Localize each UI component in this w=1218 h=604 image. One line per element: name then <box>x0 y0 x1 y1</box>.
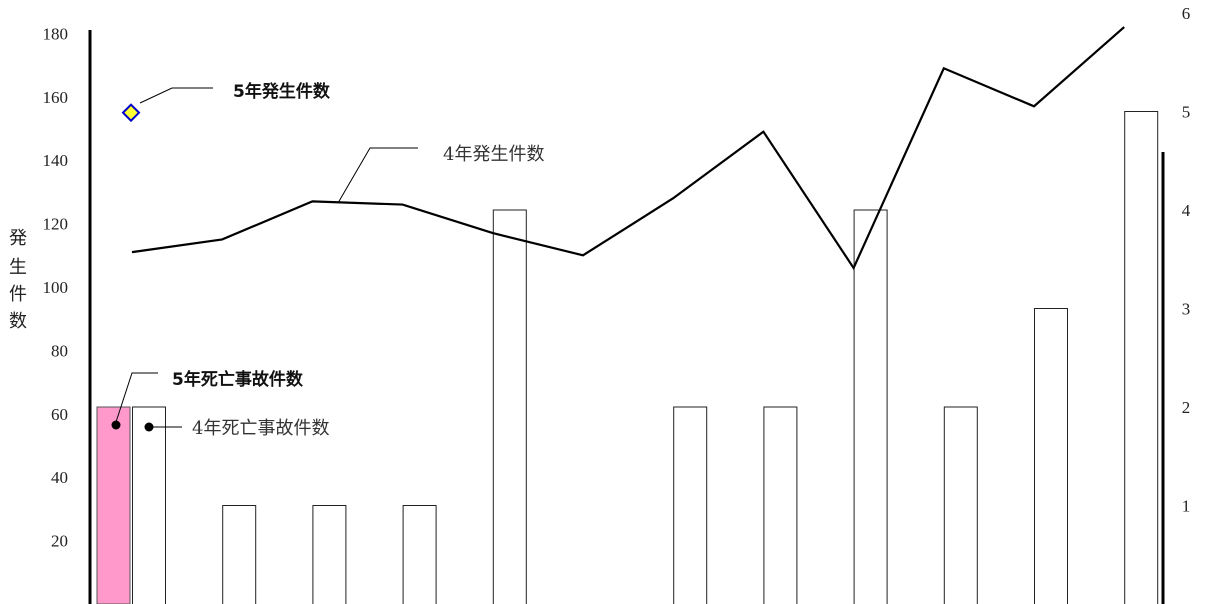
y-axis-label-char-4: 数 <box>9 311 27 332</box>
annotation-label-5year-fatal: 5年死亡事故件数 <box>172 369 304 390</box>
leader-line-5year-fatal <box>115 372 158 423</box>
bar-4year-fatal <box>943 406 978 604</box>
line-4year-occurrences <box>131 26 1125 271</box>
annotation-label-4year-fatal: 4年死亡事故件数 <box>192 418 329 439</box>
annotation-4year-occurrences: 4年発生件数 <box>337 144 544 204</box>
annotation-5year-fatal: 5年死亡事故件数 <box>111 369 304 430</box>
marker-dot-5year-fatal <box>111 420 121 430</box>
bar-4year-fatal <box>763 406 798 604</box>
bar-4year-fatal <box>222 505 257 604</box>
bar-4year-fatal <box>402 505 437 604</box>
left-tick-label: 140 <box>43 151 69 170</box>
annotation-label-4year-occurrences: 4年発生件数 <box>443 144 544 165</box>
annotation-5year-occurrences: 5年発生件数 <box>139 81 331 104</box>
annotation-4year-fatal: 4年死亡事故件数 <box>144 418 329 439</box>
y-axis-label-char-3: 件 <box>9 284 27 305</box>
right-tick-label: 3 <box>1182 300 1191 319</box>
left-axis-ticks: 20 40 60 80 100 120 140 160 180 <box>43 24 69 550</box>
left-tick-label: 80 <box>51 341 68 360</box>
left-tick-label: 180 <box>43 24 69 43</box>
left-tick-label: 40 <box>51 468 68 487</box>
y-axis-label-char-1: 発 <box>9 228 27 249</box>
right-tick-label: 5 <box>1182 103 1191 122</box>
bar-4year-fatal <box>132 406 166 604</box>
right-tick-label: 6 <box>1182 4 1191 23</box>
leader-line-4year-occurrences <box>337 147 418 204</box>
bar-4year-fatal <box>673 406 708 604</box>
right-tick-label: 2 <box>1182 398 1191 417</box>
right-tick-label: 4 <box>1182 201 1191 220</box>
right-axis-ticks: 1 2 3 4 5 6 <box>1182 4 1191 516</box>
diamond-marker <box>121 103 141 123</box>
marker-dot-4year-fatal <box>144 422 154 432</box>
bar-5year-fatal <box>96 406 131 604</box>
bar-4year-fatal <box>492 209 527 604</box>
point-5year-occurrences <box>121 103 141 123</box>
bar-4year-fatal <box>312 505 347 604</box>
left-tick-label: 160 <box>43 88 69 107</box>
y-axis-label-char-2: 生 <box>9 257 27 278</box>
leader-line-5year-occurrences <box>139 87 213 104</box>
bar-4year-fatal <box>1034 308 1068 604</box>
annotation-label-5year-occurrences: 5年発生件数 <box>233 81 331 102</box>
left-tick-label: 120 <box>43 215 69 234</box>
bars <box>96 111 1159 604</box>
left-tick-label: 100 <box>43 278 69 297</box>
left-tick-label: 20 <box>51 532 68 551</box>
left-tick-label: 60 <box>51 405 68 424</box>
right-tick-label: 1 <box>1182 497 1191 516</box>
bar-4year-fatal <box>1124 111 1159 604</box>
bar-4year-fatal <box>853 209 888 604</box>
